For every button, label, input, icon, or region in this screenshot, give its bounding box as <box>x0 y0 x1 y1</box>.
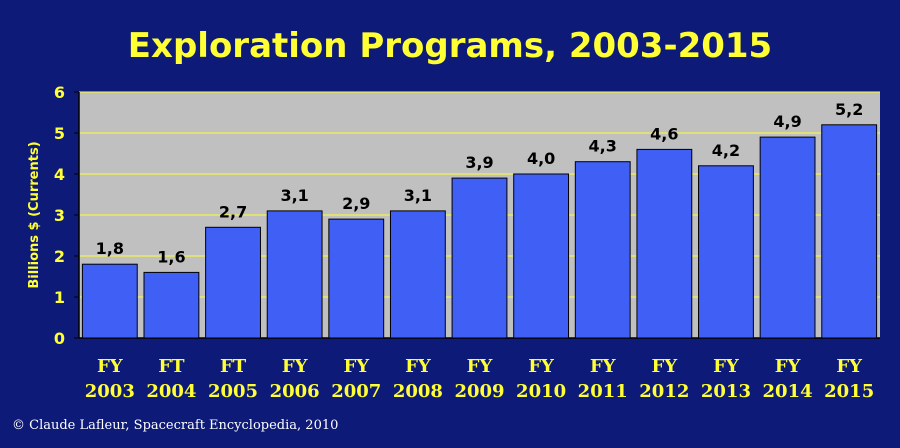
data-label: 4,9 <box>773 112 801 131</box>
copyright-credit: © Claude Lafleur, Spacecraft Encyclopedi… <box>12 418 339 433</box>
bar <box>143 271 200 339</box>
bar <box>389 210 446 339</box>
x-tick-label-prefix: FY <box>590 356 617 377</box>
data-label: 4,0 <box>527 149 555 168</box>
x-tick-label-year: 2007 <box>331 381 381 402</box>
y-tick-label: 6 <box>54 83 65 102</box>
x-tick-label-prefix: FY <box>405 356 432 377</box>
data-label: 3,1 <box>280 186 308 205</box>
x-tick-label-prefix: FT <box>158 356 185 377</box>
data-label: 1,8 <box>96 239 124 258</box>
bar <box>821 124 878 339</box>
y-tick-label: 5 <box>54 124 65 143</box>
y-tick-label: 4 <box>54 165 65 184</box>
x-tick-label-year: 2006 <box>270 381 320 402</box>
x-tick-label-prefix: FY <box>282 356 309 377</box>
bar <box>328 218 385 339</box>
data-label: 5,2 <box>835 100 863 119</box>
data-label: 3,9 <box>465 153 493 172</box>
data-label: 4,6 <box>650 124 678 143</box>
x-tick-label-year: 2014 <box>763 381 813 402</box>
x-tick-label-prefix: FY <box>836 356 863 377</box>
data-label: 2,7 <box>219 202 247 221</box>
data-label: 2,9 <box>342 194 370 213</box>
x-tick-label-year: 2005 <box>208 381 258 402</box>
x-tick-label-year: 2009 <box>454 381 504 402</box>
x-tick-label-prefix: FY <box>467 356 494 377</box>
data-label: 1,6 <box>157 247 185 266</box>
x-tick-label-year: 2004 <box>146 381 196 402</box>
x-tick-label-year: 2011 <box>578 381 628 402</box>
x-tick-label-prefix: FT <box>220 356 247 377</box>
bar <box>698 165 754 339</box>
x-tick-label-year: 2012 <box>639 381 689 402</box>
x-tick-label-prefix: FY <box>713 356 740 377</box>
bar <box>81 263 138 339</box>
y-tick-label: 1 <box>54 288 65 307</box>
bar <box>205 226 261 339</box>
y-tick-label: 2 <box>54 247 65 266</box>
bar <box>451 177 508 339</box>
x-tick-label-prefix: FY <box>97 356 124 377</box>
data-label: 3,1 <box>404 186 432 205</box>
x-tick-label-year: 2015 <box>824 381 874 402</box>
x-tick-label-year: 2003 <box>85 381 135 402</box>
x-tick-label-prefix: FY <box>775 356 802 377</box>
chart-title: Exploration Programs, 2003-2015 <box>127 26 773 66</box>
bar <box>759 136 816 339</box>
data-label: 4,3 <box>589 137 617 156</box>
bar <box>574 161 631 339</box>
x-tick-label-prefix: FY <box>343 356 370 377</box>
x-tick-label-year: 2013 <box>701 381 751 402</box>
y-axis-title: Billions $ (Currents) <box>27 141 42 288</box>
y-tick-label: 3 <box>54 206 65 225</box>
bar <box>513 173 570 339</box>
data-label: 4,2 <box>712 141 740 160</box>
bar <box>636 148 693 339</box>
x-tick-label-prefix: FY <box>652 356 679 377</box>
x-tick-label-year: 2010 <box>516 381 566 402</box>
x-tick-label-year: 2008 <box>393 381 443 402</box>
bar <box>266 210 323 339</box>
x-tick-label-prefix: FY <box>528 356 555 377</box>
y-tick-label: 0 <box>54 329 65 348</box>
